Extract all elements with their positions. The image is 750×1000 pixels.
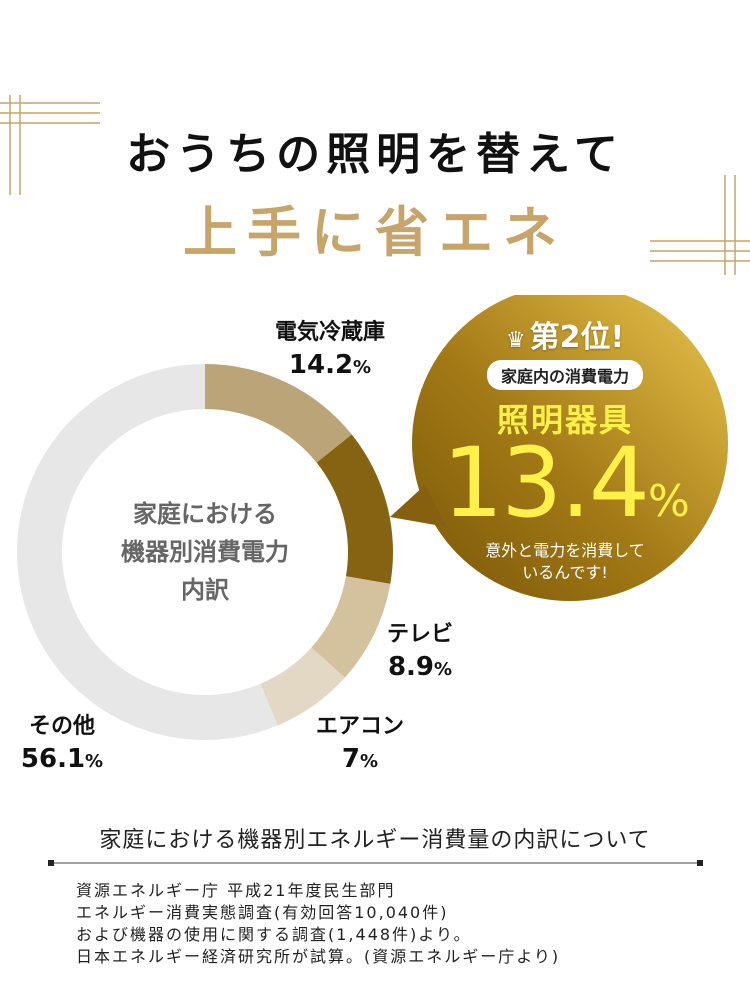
corner-ornament-top-left [0,95,100,195]
callout-note-line: 意外と電力を消費して [485,541,645,560]
source-line: および機器の使用に関する調査(1,448件)より。 [76,925,472,944]
category-name: エアコン [315,714,404,739]
donut-slice-2 [311,576,391,678]
source-line: 日本エネルギー経済研究所が試算。(資源エネルギー庁より) [76,947,561,966]
callout-note-line: いるんです! [522,563,608,582]
callout-subtitle: 家庭内の消費電力 [486,360,643,390]
category-value: 7% [341,744,379,774]
category-name: テレビ [386,622,453,647]
corner-ornament-bottom-right [650,175,750,275]
page-subtitle: 上手に省エネ [183,200,567,264]
rank-text: 第2位! [529,320,625,355]
category-value: 56.1% [20,744,104,774]
category-value: 8.9% [387,652,453,682]
donut-slice-4 [16,364,278,740]
crown-icon: ♛ [505,328,526,353]
source-note: 資源エネルギー庁 平成21年度民生部門 エネルギー消費実態調査(有効回答10,0… [76,880,716,968]
page-title: おうちの照明を替えて [126,129,624,180]
label-other: その他 56.1% [12,712,112,779]
callout-value: 13.4% [400,428,730,557]
donut-center-label: 家庭における 機器別消費電力 内訳 [105,495,305,609]
source-line: 資源エネルギー庁 平成21年度民生部門 [76,881,396,900]
category-name: 電気冷蔵庫 [274,320,385,345]
source-line: エネルギー消費実態調査(有効回答10,040件) [76,903,449,922]
center-label-line: 家庭における [133,500,277,528]
footer-title: 家庭における機器別エネルギー消費量の内訳について [99,828,651,853]
label-tv: テレビ 8.9% [375,620,465,687]
donut-slice-3 [260,647,345,726]
rank-badge: ♛ 第2位! [400,312,730,356]
label-aircon: エアコン 7% [300,712,420,779]
donut-slice-0 [205,364,352,463]
callout-note: 意外と電力を消費して いるんです! [400,540,730,584]
donut-slice-1 [316,434,394,584]
footer-divider [48,860,703,866]
callout-number: 13.4 [442,427,650,539]
center-label-line: 機器別消費電力 [121,538,289,566]
callout-subtitle-wrap: 家庭内の消費電力 [400,360,730,390]
category-value: 14.2% [288,350,372,380]
callout-item: 照明器具 [496,401,633,439]
label-refrigerator: 電気冷蔵庫 14.2% [255,318,405,385]
center-label-line: 内訳 [181,576,229,604]
donut-chart [16,364,394,740]
callout-unit: % [647,476,690,527]
category-name: その他 [28,714,95,739]
